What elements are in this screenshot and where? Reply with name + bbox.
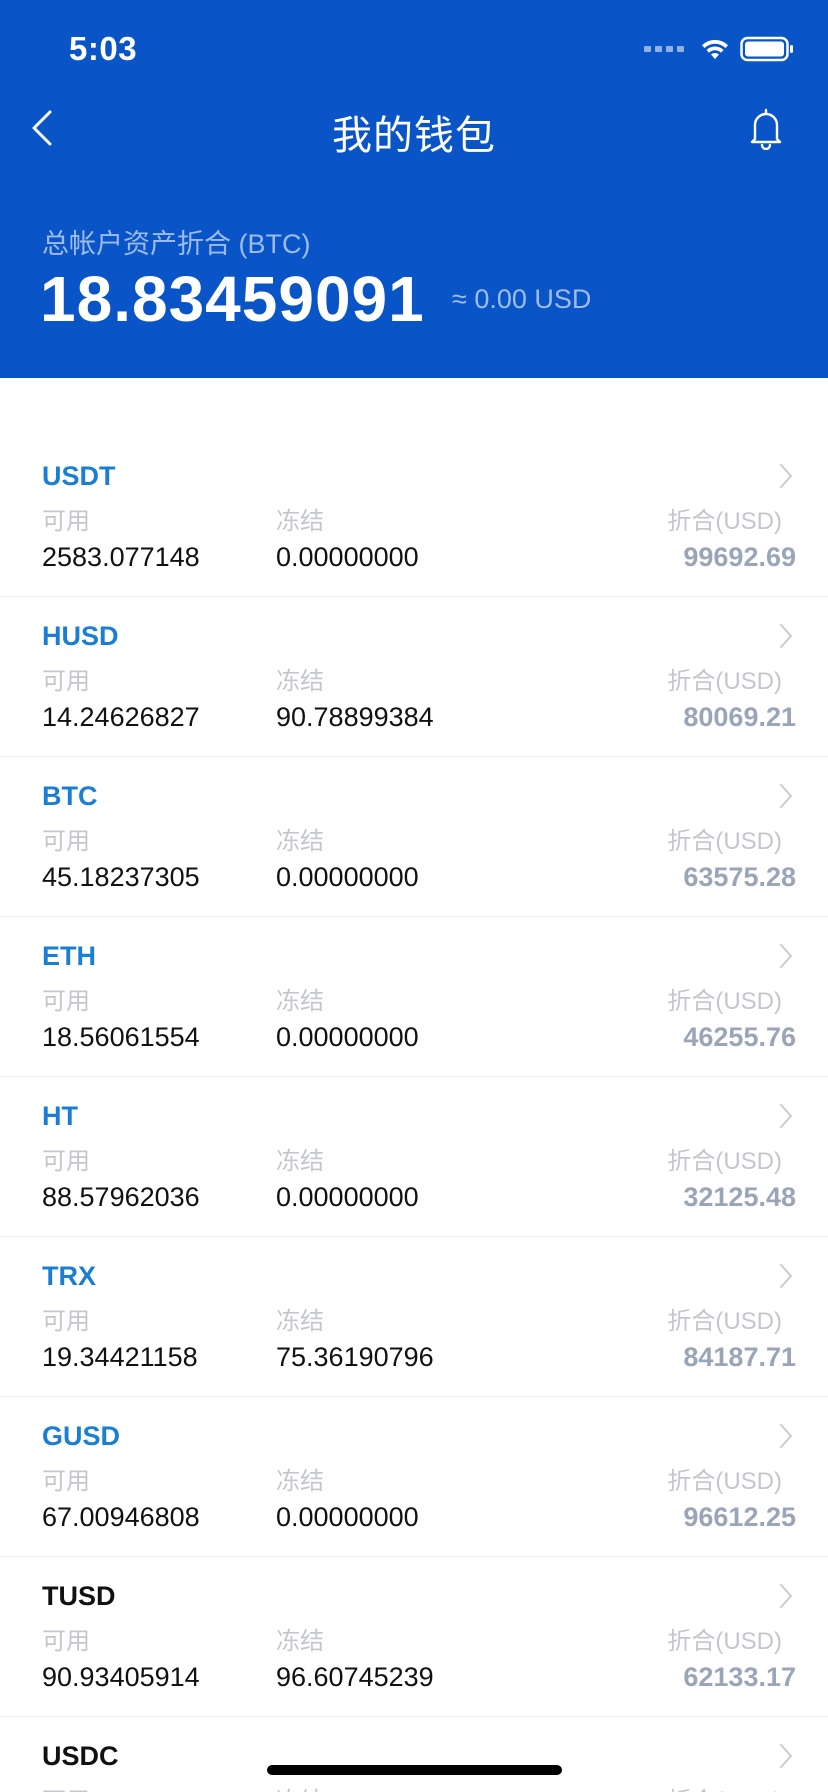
back-button[interactable] xyxy=(26,104,66,152)
available-value: 67.00946808 xyxy=(42,1502,200,1532)
frozen-label: 冻结 xyxy=(276,668,324,695)
frozen-value: 0.00000000 xyxy=(276,1502,419,1532)
available-label: 可用 xyxy=(42,1468,90,1495)
frozen-value: 0.00000000 xyxy=(276,1182,419,1212)
usd-label: 折合(USD) xyxy=(667,1781,782,1792)
frozen-label: 冻结 xyxy=(276,508,324,535)
wifi-icon xyxy=(700,37,730,61)
frozen-value: 75.36190796 xyxy=(276,1342,434,1372)
wallet-header: 5:03 我的钱包 总帐户资产折合 (BTC) xyxy=(0,0,828,378)
chevron-left-icon xyxy=(32,110,52,146)
asset-row[interactable]: BTC 可用 冻结 折合(USD) 45.18237305 0.00000000… xyxy=(0,757,828,917)
available-label: 可用 xyxy=(42,1308,90,1335)
usd-value: 63575.28 xyxy=(683,862,796,892)
coin-name: GUSD xyxy=(42,1421,121,1451)
available-value: 19.34421158 xyxy=(42,1342,198,1372)
frozen-value: 96.60745239 xyxy=(276,1662,434,1692)
bell-icon xyxy=(750,108,782,151)
coin-name: TUSD xyxy=(42,1581,116,1611)
frozen-value: 0.00000000 xyxy=(276,542,419,572)
frozen-value: 90.78899384 xyxy=(276,702,434,732)
total-assets-value: 18.83459091 xyxy=(40,263,425,335)
usd-label: 折合(USD) xyxy=(667,508,782,535)
coin-name: HT xyxy=(42,1101,78,1131)
frozen-label: 冻结 xyxy=(276,988,324,1015)
usd-label: 折合(USD) xyxy=(667,1628,782,1655)
usd-value: 84187.71 xyxy=(683,1342,796,1372)
asset-row[interactable]: HUSD 可用 冻结 折合(USD) 14.24626827 90.788993… xyxy=(0,597,828,757)
available-value: 45.18237305 xyxy=(42,862,200,892)
chevron-right-icon xyxy=(780,624,792,648)
usd-label: 折合(USD) xyxy=(667,668,782,695)
available-value: 2583.077148 xyxy=(42,542,200,572)
total-assets-usd: ≈ 0.00 USD xyxy=(452,284,592,314)
frozen-value: 0.00000000 xyxy=(276,862,419,892)
available-label: 可用 xyxy=(42,668,90,695)
coin-name: ETH xyxy=(42,941,96,971)
status-icons xyxy=(644,36,794,62)
frozen-label: 冻结 xyxy=(276,1628,324,1655)
page-title: 我的钱包 xyxy=(332,114,496,158)
usd-label: 折合(USD) xyxy=(667,1468,782,1495)
chevron-right-icon xyxy=(780,1104,792,1128)
asset-row[interactable]: GUSD 可用 冻结 折合(USD) 67.00946808 0.0000000… xyxy=(0,1397,828,1557)
asset-row[interactable]: USDT 可用 冻结 折合(USD) 2583.077148 0.0000000… xyxy=(0,437,828,597)
frozen-label: 冻结 xyxy=(276,1308,324,1335)
coin-name: USDC xyxy=(42,1741,119,1771)
battery-icon xyxy=(740,36,794,62)
coin-name: USDT xyxy=(42,461,116,491)
usd-value: 32125.48 xyxy=(683,1182,796,1212)
usd-value: 46255.76 xyxy=(683,1022,796,1052)
chevron-right-icon xyxy=(780,784,792,808)
frozen-label: 冻结 xyxy=(276,1148,324,1175)
chevron-right-icon xyxy=(780,944,792,968)
usd-label: 折合(USD) xyxy=(667,828,782,855)
signal-icon xyxy=(644,46,684,52)
available-label: 可用 xyxy=(42,1148,90,1175)
coin-name: TRX xyxy=(42,1261,96,1291)
available-value: 90.93405914 xyxy=(42,1662,200,1692)
usd-value: 99692.69 xyxy=(683,542,796,572)
coin-name: BTC xyxy=(42,781,98,811)
available-label: 可用 xyxy=(42,508,90,535)
chevron-right-icon xyxy=(780,1584,792,1608)
coin-name: HUSD xyxy=(42,621,119,651)
usd-value: 96612.25 xyxy=(683,1502,796,1532)
available-label: 可用 xyxy=(42,1781,90,1792)
available-label: 可用 xyxy=(42,988,90,1015)
available-label: 可用 xyxy=(42,1628,90,1655)
asset-row[interactable]: ETH 可用 冻结 折合(USD) 18.56061554 0.00000000… xyxy=(0,917,828,1077)
available-value: 14.24626827 xyxy=(42,702,200,732)
usd-value: 62133.17 xyxy=(683,1662,796,1692)
usd-label: 折合(USD) xyxy=(667,1148,782,1175)
available-value: 18.56061554 xyxy=(42,1022,200,1052)
asset-row[interactable]: USDC 可用 冻结 折合(USD) xyxy=(0,1717,828,1792)
usd-label: 折合(USD) xyxy=(667,1308,782,1335)
total-assets-label: 总帐户资产折合 (BTC) xyxy=(42,229,311,259)
notification-button[interactable] xyxy=(746,106,786,151)
asset-row[interactable]: TUSD 可用 冻结 折合(USD) 90.93405914 96.607452… xyxy=(0,1557,828,1717)
usd-label: 折合(USD) xyxy=(667,988,782,1015)
chevron-right-icon xyxy=(780,1744,792,1768)
frozen-label: 冻结 xyxy=(276,828,324,855)
frozen-label: 冻结 xyxy=(276,1781,324,1792)
status-time: 5:03 xyxy=(69,30,138,67)
chevron-right-icon xyxy=(780,464,792,488)
asset-row[interactable]: HT 可用 冻结 折合(USD) 88.57962036 0.00000000 … xyxy=(0,1077,828,1237)
asset-list: USDT 可用 冻结 折合(USD) 2583.077148 0.0000000… xyxy=(0,437,828,1792)
home-indicator xyxy=(267,1765,562,1775)
frozen-label: 冻结 xyxy=(276,1468,324,1495)
available-label: 可用 xyxy=(42,828,90,855)
available-value: 88.57962036 xyxy=(42,1182,200,1212)
frozen-value: 0.00000000 xyxy=(276,1022,419,1052)
asset-row[interactable]: TRX 可用 冻结 折合(USD) 19.34421158 75.3619079… xyxy=(0,1237,828,1397)
chevron-right-icon xyxy=(780,1424,792,1448)
usd-value: 80069.21 xyxy=(683,702,796,732)
chevron-right-icon xyxy=(780,1264,792,1288)
